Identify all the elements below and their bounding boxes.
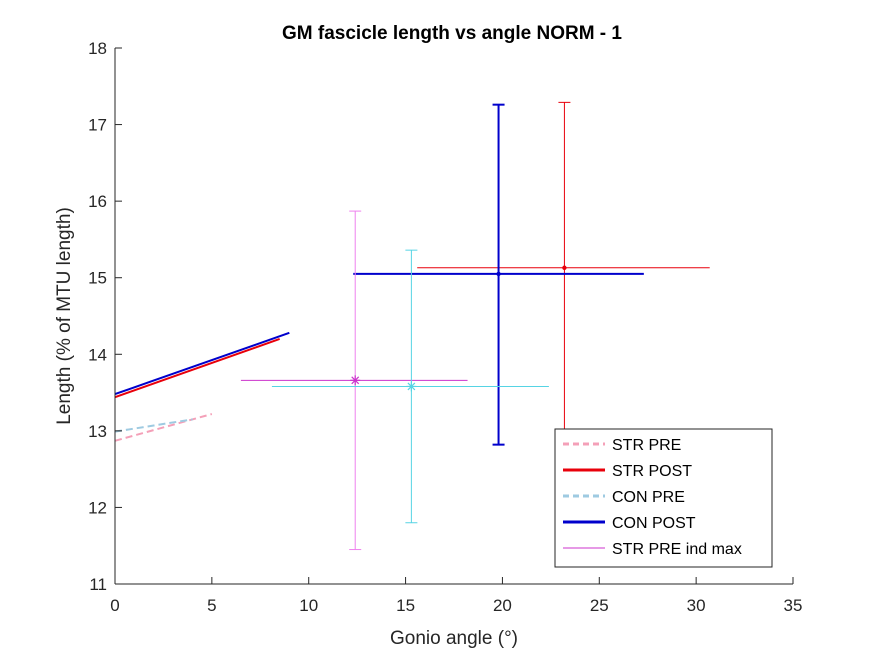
y-tick-label-7: 18 <box>88 39 107 58</box>
x-tick-label-4: 20 <box>493 596 512 615</box>
legend-box <box>554 428 773 568</box>
series-line-0 <box>114 413 213 442</box>
y-tick-label-5: 16 <box>88 192 107 211</box>
y-tick-label-3: 14 <box>88 345 107 364</box>
x-axis-label: Gonio angle (°) <box>390 628 518 649</box>
y-axis-label: Length (% of MTU length) <box>54 207 75 425</box>
chart-title: GM fascicle length vs angle NORM - 1 <box>282 23 622 44</box>
y-tick-label-6: 17 <box>88 116 107 135</box>
star-stroke-3 <box>351 376 360 385</box>
axes: 0 5 10 15 20 25 30 35 11 12 13 14 15 16 17 18 <box>88 39 802 615</box>
series-line-1 <box>114 338 280 399</box>
legend-label-1: STR POST <box>612 463 692 480</box>
x-tick-label-0: 0 <box>110 596 119 615</box>
x-tick-label-3: 15 <box>396 596 415 615</box>
legend-label-2: CON PRE <box>612 489 685 506</box>
x-tick-label-6: 30 <box>687 596 706 615</box>
y-tick-label-1: 12 <box>88 498 107 517</box>
x-tick-label-5: 25 <box>590 596 609 615</box>
star-stroke-3 <box>407 382 416 391</box>
legend-label-0: STR PRE <box>612 437 681 454</box>
y-tick-label-2: 13 <box>88 422 107 441</box>
legend-label-4: STR PRE ind max <box>612 541 742 558</box>
x-tick-label-2: 10 <box>299 596 318 615</box>
legend: STR PRE STR POST CON PRE CON POST STR PRE in… <box>554 428 773 568</box>
x-tick-label-1: 5 <box>207 596 216 615</box>
plot-marks <box>114 101 710 551</box>
series-line-2 <box>114 418 193 433</box>
series-line-3 <box>114 331 290 396</box>
y-tick-label-0: 11 <box>89 575 107 594</box>
y-tick-label-4: 15 <box>88 269 107 288</box>
data-point-3 <box>350 375 361 386</box>
x-tick-label-7: 35 <box>784 596 803 615</box>
data-point-1 <box>496 271 501 277</box>
data-point-4 <box>406 381 417 392</box>
legend-label-3: CON POST <box>612 515 696 532</box>
data-point-0 <box>562 265 567 270</box>
